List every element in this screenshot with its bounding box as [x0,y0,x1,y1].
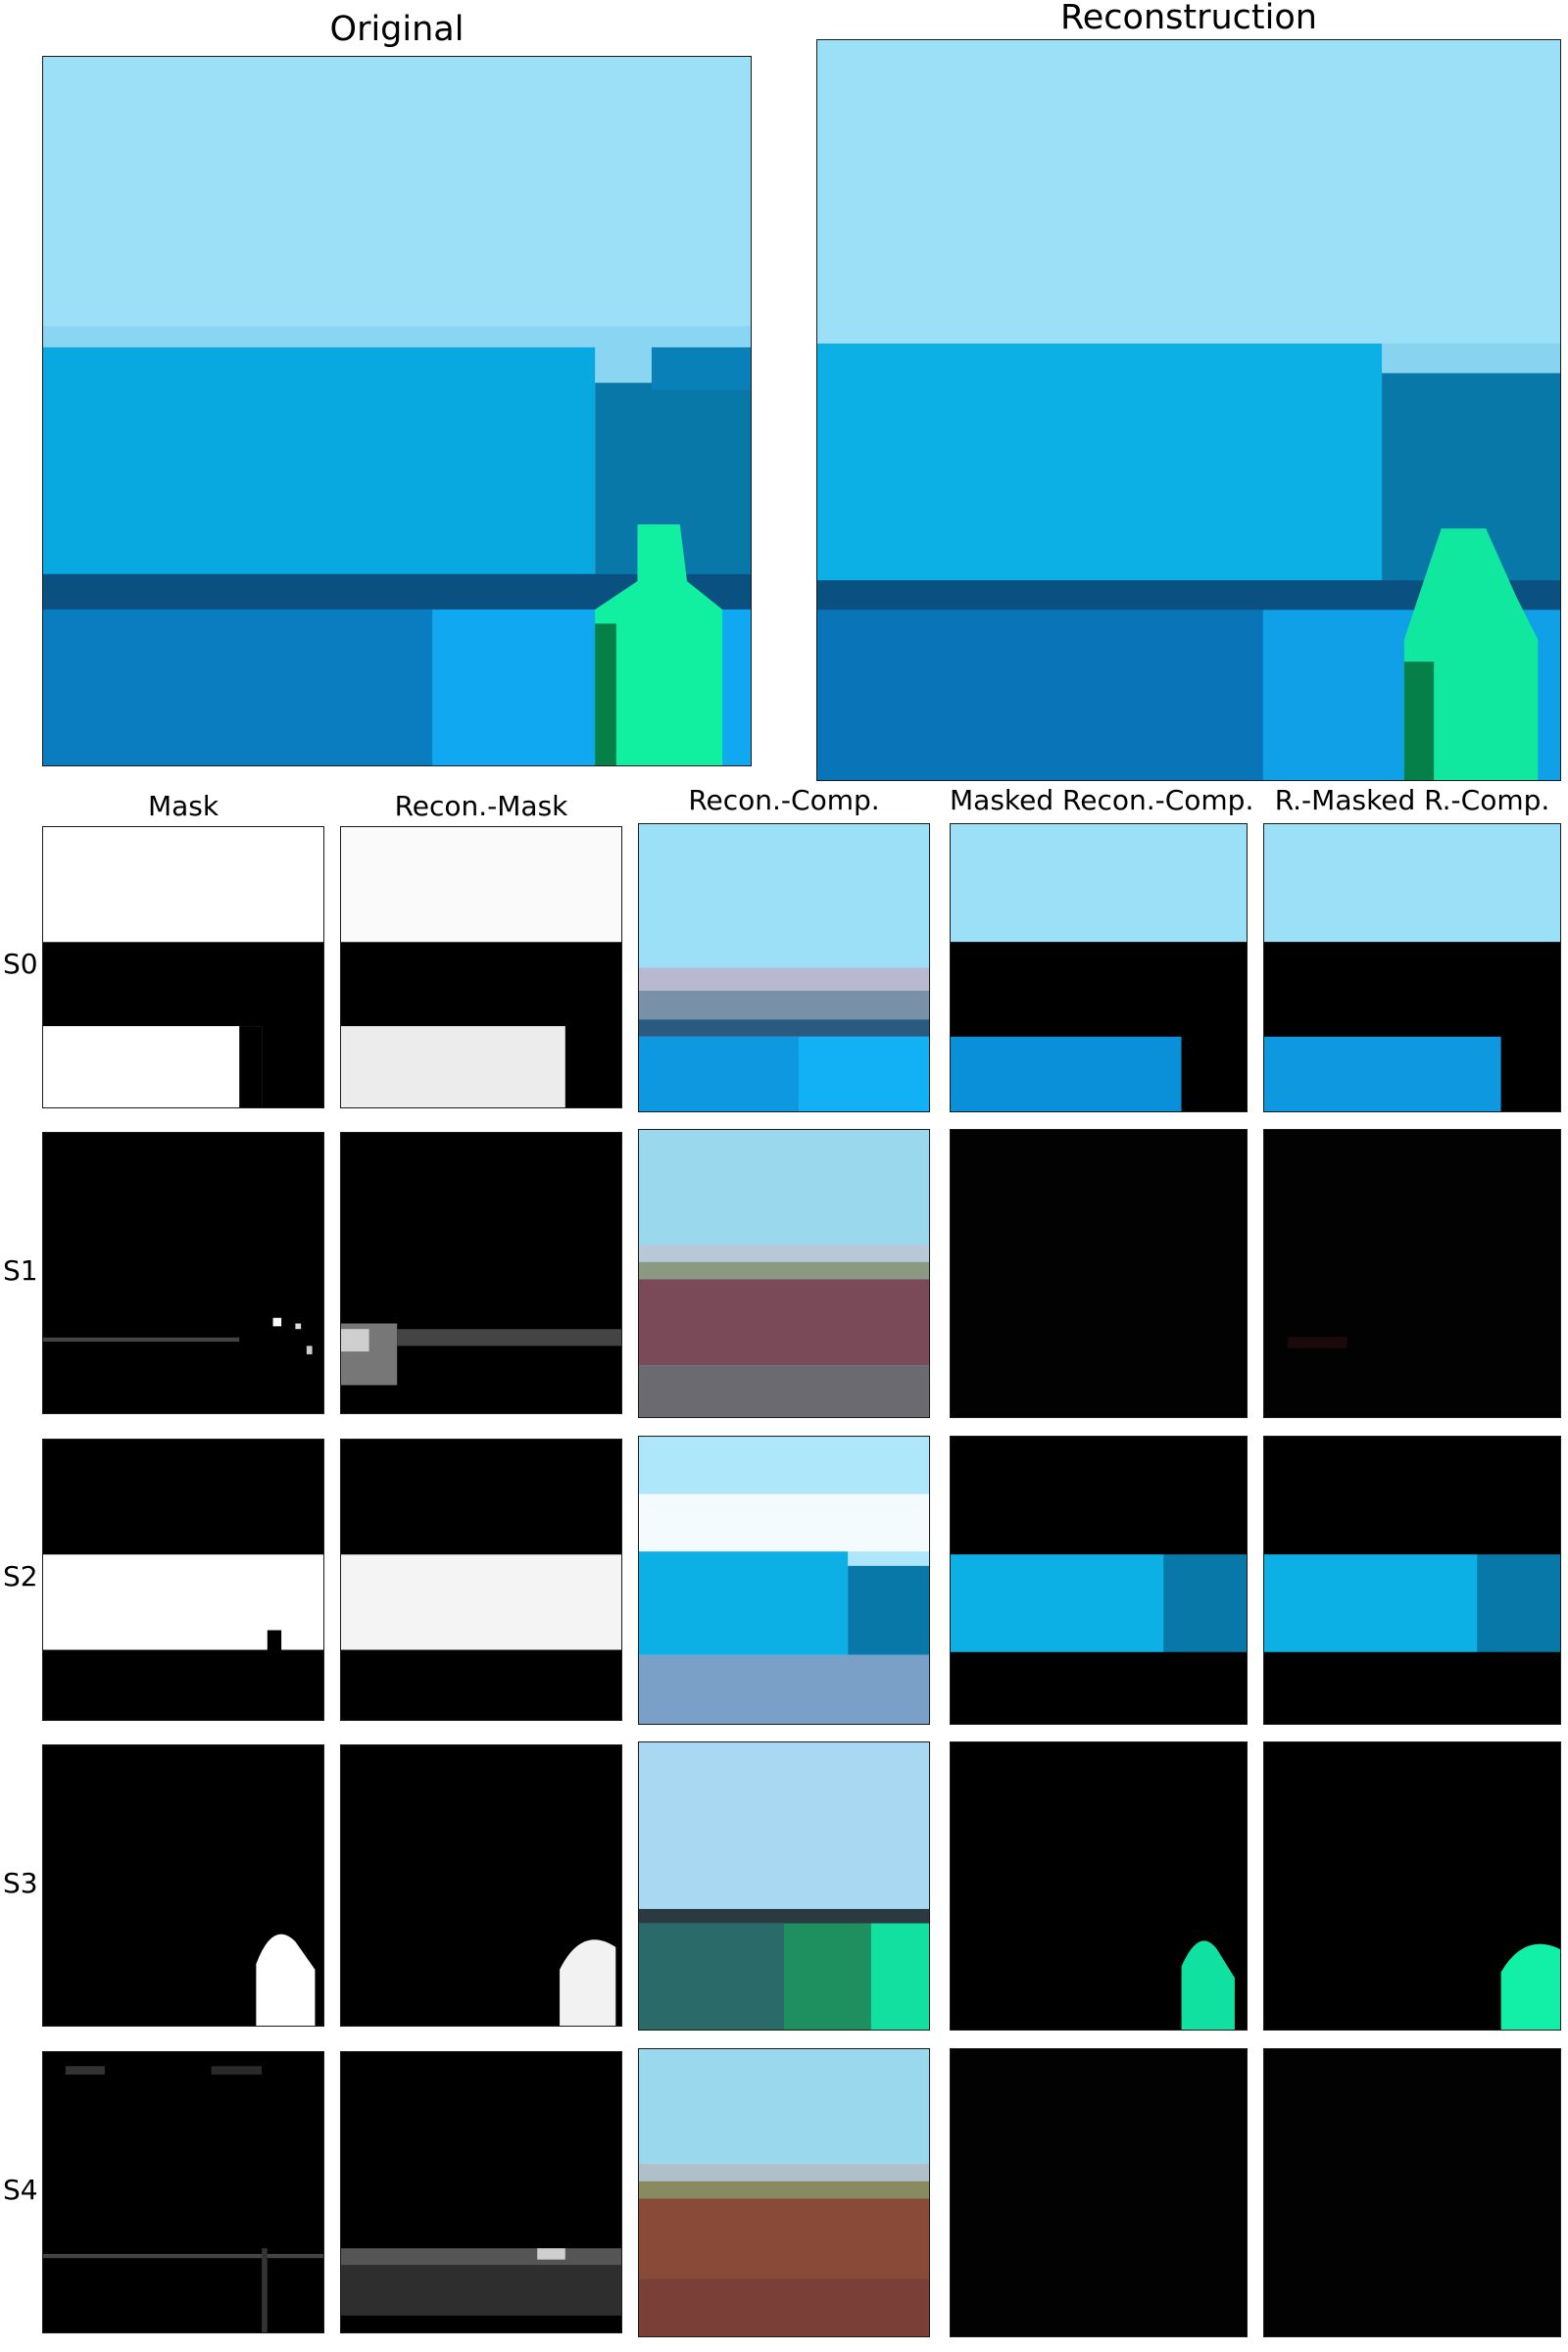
s1-recon-mask [340,1132,622,1414]
row-label-s3: S3 [3,1867,38,1899]
s3-recon-comp [638,1741,930,2031]
s1-mask [42,1132,324,1414]
original-title: Original [329,10,465,49]
row-label-s1: S1 [3,1254,38,1287]
s3-r-masked-r-comp [1263,1741,1561,2031]
column-header-r-masked-r-comp: R.-Masked R.-Comp. [1274,784,1550,816]
column-header-mask: Mask [147,790,220,822]
s1-recon-comp [638,1129,930,1418]
s3-masked-recon-comp [950,1741,1248,2031]
s0-recon-mask [340,826,622,1108]
column-header-masked-recon-comp: Masked Recon.-Comp. [950,784,1254,816]
s2-recon-mask [340,1439,622,1721]
s3-mask [42,1744,324,2027]
s0-mask [42,826,324,1108]
s3-recon-mask [340,1744,622,2027]
s2-recon-comp [638,1436,930,1725]
s2-masked-recon-comp [950,1436,1248,1725]
column-header-recon-mask: Recon.-Mask [394,790,568,822]
s0-r-masked-r-comp [1263,823,1561,1112]
row-label-s4: S4 [3,2174,38,2206]
s2-mask [42,1439,324,1721]
s4-recon-mask [340,2051,622,2333]
original-image [42,56,752,766]
s2-r-masked-r-comp [1263,1436,1561,1725]
s1-r-masked-r-comp [1263,1129,1561,1418]
row-label-s0: S0 [3,948,38,980]
s0-recon-comp [638,823,930,1112]
s0-masked-recon-comp [950,823,1248,1112]
s4-mask [42,2051,324,2333]
reconstruction-title: Reconstruction [1060,0,1317,37]
reconstruction-image [816,39,1561,781]
s4-r-masked-r-comp [1263,2048,1561,2337]
row-label-s2: S2 [3,1560,38,1592]
s1-masked-recon-comp [950,1129,1248,1418]
column-header-recon-comp: Recon.-Comp. [688,784,880,816]
s4-recon-comp [638,2048,930,2337]
s4-masked-recon-comp [950,2048,1248,2337]
